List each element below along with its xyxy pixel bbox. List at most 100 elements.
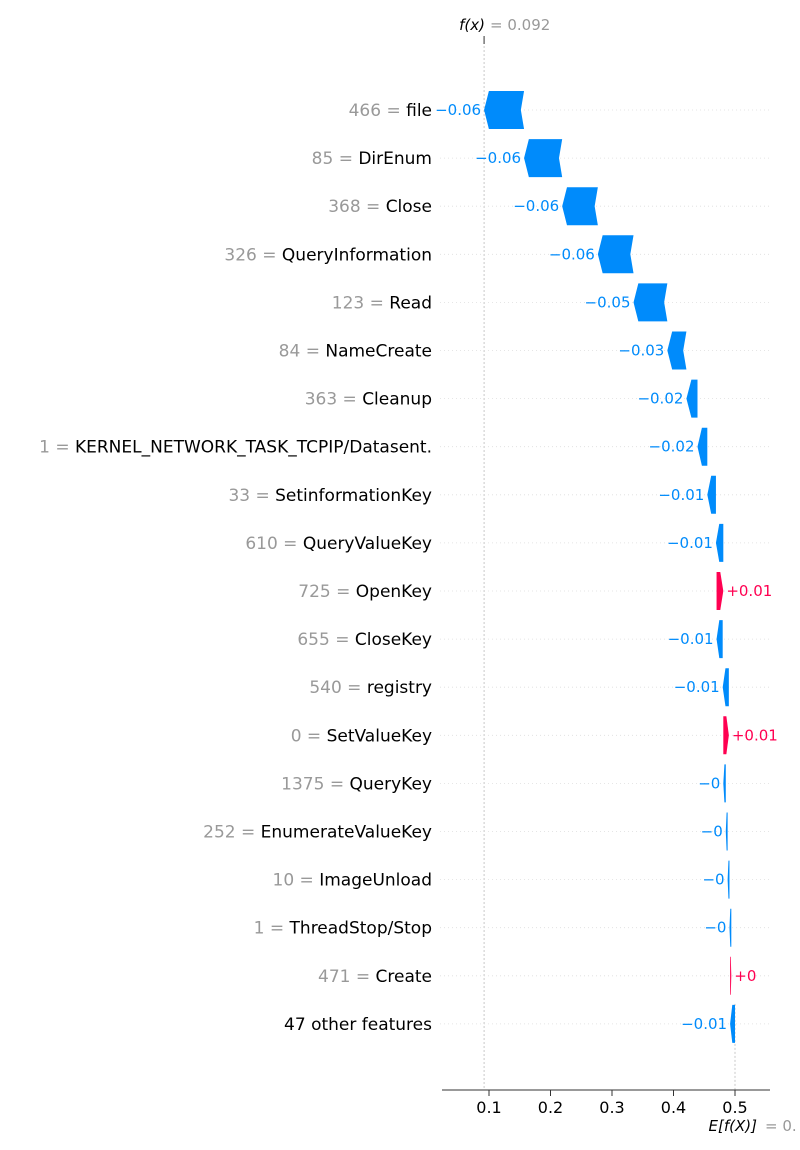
expected-value: = 0. [765, 1117, 797, 1135]
feature-row: 84 = NameCreate −0.03 [279, 331, 770, 370]
feature-row: 655 = CloseKey −0.01 [297, 620, 770, 659]
feature-name: ThreadStop/Stop [289, 919, 432, 939]
feature-value: 655 = [297, 630, 355, 650]
negative-bar [484, 91, 525, 129]
bar-value-label: −0.05 [585, 293, 631, 311]
bar-value-label: −0.01 [681, 1015, 727, 1033]
bar-value-label: −0 [701, 823, 723, 841]
negative-bar [524, 139, 563, 178]
feature-label: 655 = CloseKey [297, 630, 432, 650]
feature-name: Read [389, 293, 432, 313]
feature-row: 47 other features −0.01 [284, 1004, 770, 1043]
bar-value-label: −0.01 [658, 486, 704, 504]
feature-label: 123 = Read [332, 293, 432, 313]
x-tick-label: 0.5 [722, 1098, 747, 1117]
feature-name: SetinformationKey [275, 486, 432, 506]
feature-value: 1 = [254, 919, 290, 939]
bar-value-label: −0.01 [667, 534, 713, 552]
bar-value-label: −0.01 [674, 678, 720, 696]
feature-label: 1375 = QueryKey [281, 774, 432, 794]
negative-bar [727, 860, 730, 899]
negative-bar [562, 187, 598, 226]
feature-name: SetValueKey [327, 726, 432, 746]
feature-row: 85 = DirEnum −0.06 [312, 139, 770, 178]
bar-value-label: +0.01 [732, 726, 778, 744]
feature-name: QueryKey [350, 774, 433, 794]
feature-name: CloseKey [355, 630, 432, 650]
feature-name: DirEnum [358, 149, 432, 169]
feature-row: 1375 = QueryKey −0 [281, 764, 770, 803]
feature-value: 363 = [305, 390, 363, 410]
feature-value: 123 = [332, 293, 390, 313]
negative-bar [707, 475, 716, 514]
x-tick-label: 0.4 [661, 1098, 686, 1117]
feature-label: 47 other features [284, 1015, 432, 1035]
feature-value: 0 = [291, 726, 327, 746]
negative-bar [722, 668, 729, 707]
bar-value-label: −0.02 [637, 390, 683, 408]
bar-value-label: −0.06 [435, 101, 481, 119]
negative-bar [723, 764, 726, 803]
feature-row: 33 = SetinformationKey −0.01 [228, 475, 770, 514]
bar-value-label: −0.03 [618, 342, 664, 360]
bar-value-label: −0 [702, 871, 724, 889]
feature-label: 326 = QueryInformation [224, 245, 432, 265]
feature-name: QueryValueKey [303, 534, 432, 554]
feature-name: KERNEL_NETWORK_TASK_TCPIP/Datasent. [75, 438, 432, 458]
feature-row: 10 = ImageUnload −0 [273, 860, 770, 899]
x-tick-label: 0.2 [538, 1098, 563, 1117]
positive-bar [716, 572, 724, 610]
feature-name: ImageUnload [319, 871, 432, 891]
feature-label: 10 = ImageUnload [273, 871, 432, 891]
feature-name: QueryInformation [282, 245, 432, 265]
feature-label: 252 = EnumerateValueKey [203, 823, 432, 843]
feature-label: 725 = OpenKey [298, 582, 432, 602]
feature-value: 471 = [318, 967, 376, 987]
bar-value-label: +0 [734, 967, 756, 985]
feature-row: 725 = OpenKey +0.01 [298, 572, 772, 610]
feature-value: 84 = [279, 342, 326, 362]
feature-label: 368 = Close [328, 197, 432, 217]
feature-label: 466 = file [349, 101, 432, 121]
negative-bar [716, 620, 723, 659]
feature-value: 725 = [298, 582, 356, 602]
feature-value: 10 = [273, 871, 320, 891]
negative-bar [715, 523, 724, 562]
feature-value: 1 = [39, 438, 75, 458]
bar-value-label: −0.02 [649, 438, 695, 456]
positive-bar [723, 716, 729, 755]
feature-label: 85 = DirEnum [312, 149, 432, 169]
feature-name: Close [386, 197, 432, 217]
negative-bar [597, 235, 634, 274]
negative-bar [730, 1004, 735, 1043]
feature-row: 0 = SetValueKey +0.01 [291, 716, 778, 755]
feature-row: 252 = EnumerateValueKey −0 [203, 812, 770, 851]
expected-label: E[f(X)] [709, 1117, 758, 1135]
bar-value-label: −0.01 [668, 630, 714, 648]
negative-bar [697, 427, 708, 466]
negative-bar [729, 908, 732, 947]
x-tick-label: 0.1 [476, 1098, 501, 1117]
feature-value: 610 = [245, 534, 303, 554]
feature-row: 326 = QueryInformation −0.06 [224, 235, 770, 274]
feature-label: 363 = Cleanup [305, 390, 432, 410]
feature-row: 368 = Close −0.06 [328, 187, 770, 226]
bar-value-label: +0.01 [726, 582, 772, 600]
feature-value: 1375 = [281, 774, 349, 794]
negative-bar [633, 283, 668, 322]
negative-bar [667, 331, 687, 370]
feature-row: 540 = registry −0.01 [309, 668, 770, 707]
feature-name: OpenKey [356, 582, 432, 602]
negative-bar [725, 812, 728, 851]
feature-label: 33 = SetinformationKey [228, 486, 432, 506]
fx-label: f(x) [459, 16, 485, 34]
negative-bar [686, 379, 698, 418]
feature-row: 471 = Create +0 [318, 956, 770, 995]
feature-value: 368 = [328, 197, 386, 217]
bar-value-label: −0.06 [513, 197, 559, 215]
feature-name: Create [376, 967, 433, 987]
positive-bar [730, 956, 732, 995]
feature-name: Cleanup [362, 390, 432, 410]
feature-value: 252 = [203, 823, 261, 843]
